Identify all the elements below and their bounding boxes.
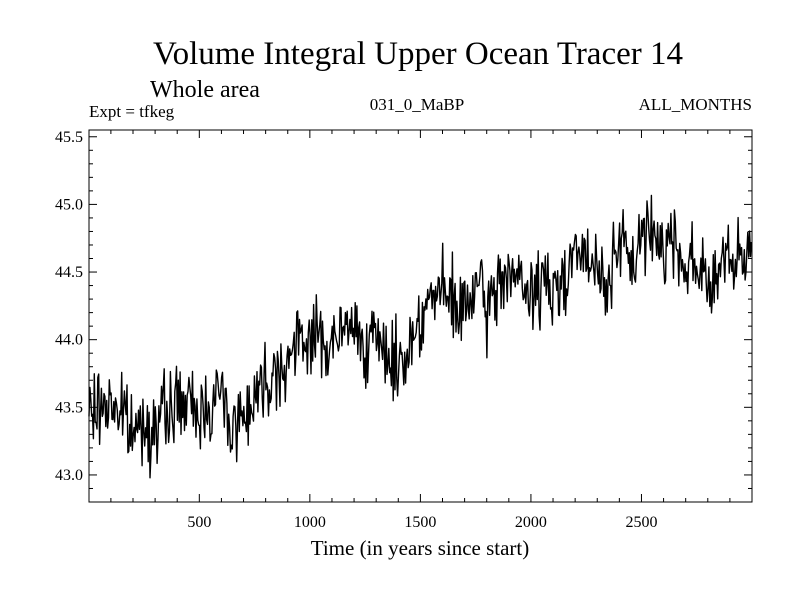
x-tick-label: 2500 xyxy=(625,514,657,531)
chart-title: Volume Integral Upper Ocean Tracer 14 xyxy=(153,36,683,72)
period-label: 031_0_MaBP xyxy=(370,95,464,114)
y-tick-label: 44.0 xyxy=(55,332,83,349)
x-tick-label: 2000 xyxy=(515,514,547,531)
x-tick-label: 1500 xyxy=(404,514,436,531)
x-axis-label: Time (in years since start) xyxy=(311,536,530,560)
axis-ticks: 500 1000 1500 2000 2500 43.0 43.5 44.0 44.5 45.0 4… xyxy=(55,129,752,531)
experiment-label: Expt = tfkeg xyxy=(89,102,175,121)
y-tick-label: 43.0 xyxy=(55,467,83,484)
x-tick-label: 500 xyxy=(187,514,211,531)
series-group xyxy=(88,194,752,479)
plot-frame xyxy=(88,129,753,503)
months-label: ALL_MONTHS xyxy=(639,95,752,114)
y-tick-label: 43.5 xyxy=(55,399,83,416)
chart-subtitle: Whole area xyxy=(150,77,260,103)
y-tick-label: 45.0 xyxy=(55,196,83,213)
series-line xyxy=(88,194,752,479)
y-tick-label: 45.5 xyxy=(55,129,83,146)
y-tick-label: 44.5 xyxy=(55,264,83,281)
x-tick-label: 1000 xyxy=(294,514,326,531)
